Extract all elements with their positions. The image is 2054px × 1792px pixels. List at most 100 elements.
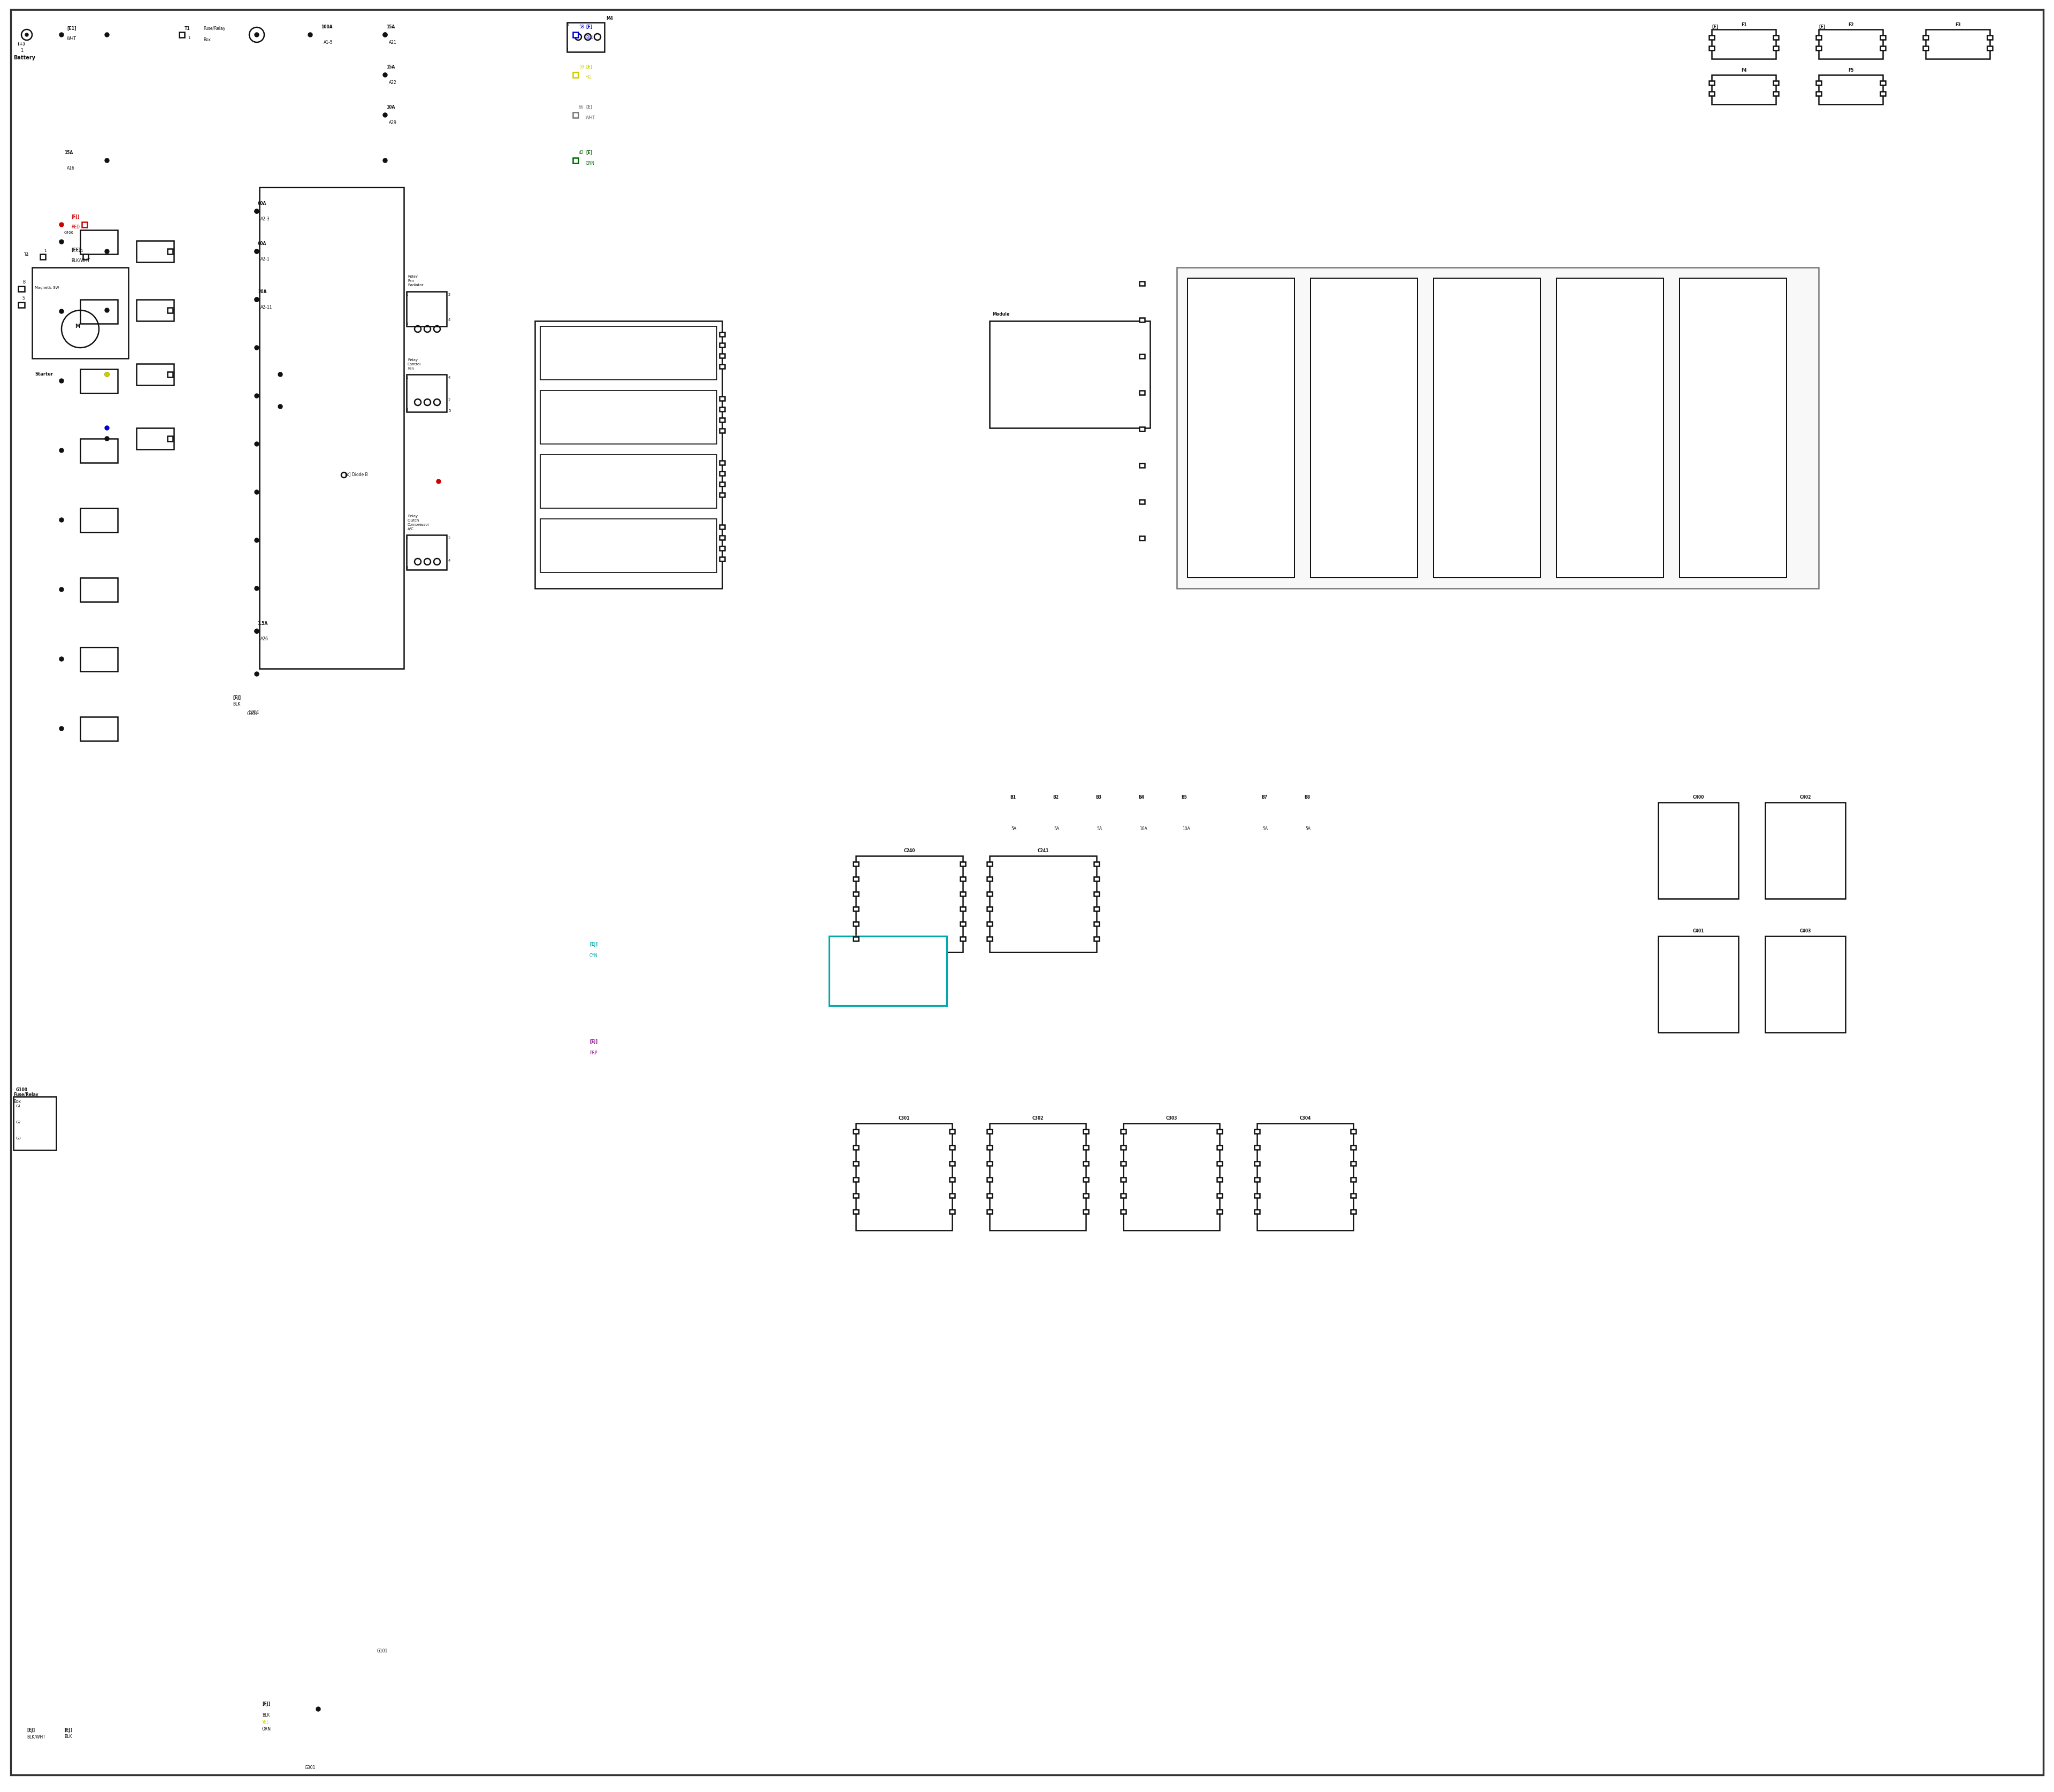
Circle shape [255, 443, 259, 446]
Circle shape [60, 726, 64, 731]
Bar [1216, 1193, 1222, 1197]
Bar [407, 292, 446, 326]
Bar [852, 907, 859, 910]
Bar [168, 435, 173, 441]
Bar [80, 717, 117, 740]
Bar [1082, 1210, 1089, 1213]
Text: [EJ]: [EJ] [64, 1727, 72, 1733]
Text: 1: 1 [405, 536, 409, 539]
Bar [1140, 281, 1144, 285]
Bar [1773, 91, 1779, 95]
Circle shape [255, 586, 259, 591]
Bar [986, 876, 992, 882]
Text: (+): (+) [16, 41, 25, 47]
Bar [567, 23, 604, 52]
Text: [EJ]: [EJ] [589, 1039, 598, 1045]
Text: B1: B1 [1011, 796, 1017, 799]
Bar [986, 1161, 992, 1165]
Circle shape [25, 34, 29, 36]
Text: B2: B2 [1052, 796, 1058, 799]
Circle shape [255, 210, 259, 213]
Text: C301: C301 [898, 1116, 910, 1120]
Bar [1879, 81, 1886, 84]
Bar [1816, 47, 1822, 50]
Text: 66: 66 [579, 106, 583, 109]
Bar [986, 1145, 992, 1149]
Bar [1923, 47, 1929, 50]
Bar [1121, 1210, 1126, 1213]
Text: [E]: [E] [1818, 25, 1826, 29]
Bar [136, 364, 175, 385]
Bar [719, 547, 725, 550]
Bar [959, 921, 965, 926]
Bar [259, 186, 405, 668]
Bar [14, 1097, 55, 1150]
Text: 3: 3 [567, 23, 569, 27]
Bar [1986, 47, 1992, 50]
Text: F1: F1 [1742, 23, 1746, 27]
Text: Clutch: Clutch [407, 520, 419, 521]
Bar [1095, 921, 1099, 926]
Circle shape [60, 378, 64, 383]
Circle shape [382, 158, 388, 163]
Text: F2: F2 [1849, 23, 1853, 27]
Text: G100: G100 [16, 1088, 29, 1093]
Text: B8: B8 [1304, 796, 1310, 799]
Text: 2: 2 [448, 294, 450, 296]
Bar [1140, 317, 1144, 323]
Text: Battery: Battery [14, 56, 35, 61]
Text: A29: A29 [388, 120, 396, 125]
Circle shape [255, 32, 259, 38]
Text: BLK/WHT: BLK/WHT [27, 1735, 45, 1738]
Bar [82, 222, 86, 228]
Bar [1773, 81, 1779, 84]
Bar [1255, 1129, 1259, 1134]
Bar [990, 321, 1150, 428]
Circle shape [382, 113, 388, 116]
Bar [136, 240, 175, 262]
Text: [E]: [E] [1711, 25, 1719, 29]
Text: [EJ]: [EJ] [232, 695, 240, 701]
Circle shape [277, 373, 283, 376]
Text: 5A: 5A [1097, 826, 1101, 831]
Bar [318, 1460, 2029, 1727]
Bar [407, 536, 446, 570]
Text: 4: 4 [448, 376, 450, 380]
Circle shape [255, 489, 259, 495]
Bar [1879, 47, 1886, 50]
Bar [719, 461, 725, 464]
Bar [1121, 1129, 1126, 1134]
Text: B5: B5 [1181, 796, 1187, 799]
Circle shape [255, 249, 259, 253]
Bar [986, 921, 992, 926]
Bar [1095, 892, 1099, 896]
Bar [1082, 1129, 1089, 1134]
Text: B: B [23, 280, 25, 285]
Text: 15A: 15A [64, 151, 72, 156]
Bar [1140, 426, 1144, 432]
Bar [986, 862, 992, 866]
Bar [1658, 935, 1738, 1032]
Bar [1140, 536, 1144, 539]
Bar [1711, 29, 1777, 59]
Text: 100A: 100A [320, 25, 333, 29]
Text: G1: G1 [16, 1104, 21, 1107]
Text: G301: G301 [249, 710, 259, 715]
Text: Box: Box [14, 1098, 21, 1104]
Text: ORN: ORN [263, 1727, 271, 1731]
Bar [1255, 1177, 1259, 1181]
Bar [719, 493, 725, 496]
Text: 1: 1 [405, 376, 409, 380]
Bar [1352, 1145, 1356, 1149]
Text: 3: 3 [405, 323, 409, 326]
Bar [852, 1161, 859, 1165]
Text: [EJ]: [EJ] [589, 943, 598, 946]
Bar [1986, 36, 1992, 39]
Circle shape [255, 297, 259, 301]
Text: RED: RED [72, 224, 80, 229]
Bar [168, 308, 173, 314]
Bar [719, 536, 725, 539]
Bar [959, 937, 965, 941]
Bar [136, 428, 175, 450]
Circle shape [60, 448, 64, 453]
